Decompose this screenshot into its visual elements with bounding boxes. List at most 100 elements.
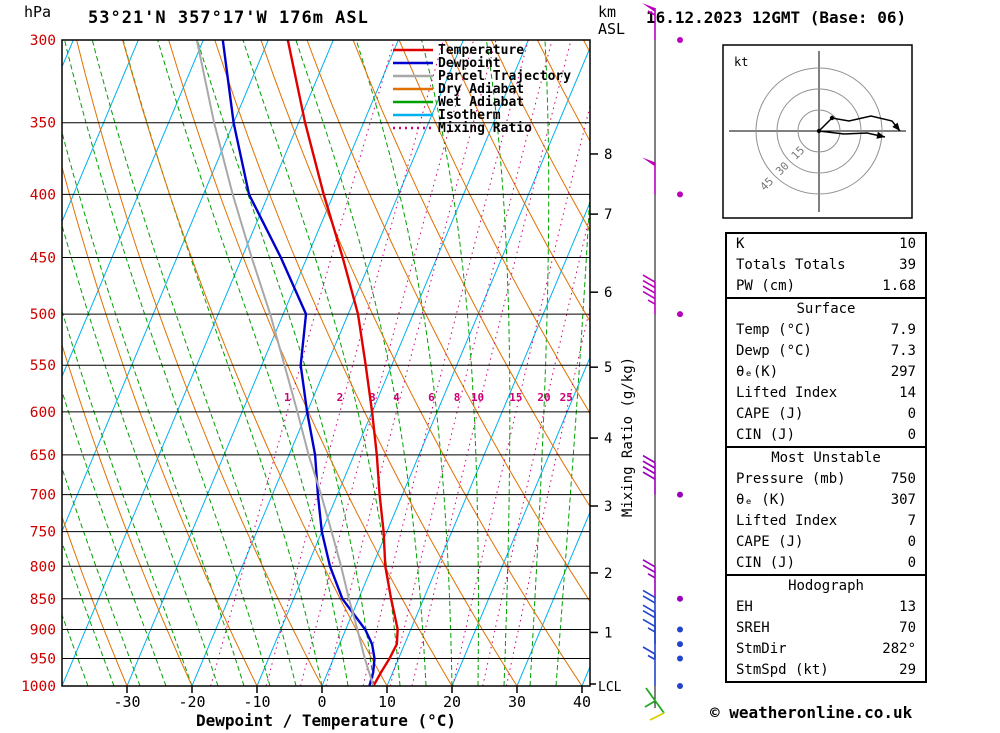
svg-text:10: 10 [471,391,484,404]
stat-label: Totals Totals [736,257,846,273]
stat-value: 70 [899,620,916,636]
plot-border [61,39,591,687]
stat-label: CAPE (J) [736,534,804,550]
stats-row: StmDir 282° [727,639,925,660]
svg-text:Wet Adiabat: Wet Adiabat [438,95,524,110]
svg-text:-30: -30 [113,693,140,711]
stat-label: CIN (J) [736,555,796,571]
stats-section-title: Hodograph [788,578,864,594]
sounding-curves [195,40,399,686]
stat-label: Temp (°C) [736,322,812,338]
stats-row: θₑ(K) 297 [727,362,925,383]
svg-text:20: 20 [443,693,461,711]
stats-panel: K 10 Totals Totals 39 PW (cm) 1.68 Surface Temp… [725,232,927,683]
mixing-axis-title: Mixing Ratio (g/kg) [620,357,636,517]
mixing-ratio-lines [210,40,590,686]
svg-text:4: 4 [604,431,612,447]
svg-text:850: 850 [30,592,56,608]
svg-text:8: 8 [454,391,461,404]
stat-label: SREH [736,620,770,636]
stat-label: Lifted Index [736,385,838,401]
curve-temperature [286,40,399,686]
stat-label: θₑ(K) [736,364,779,380]
isotherm-lines [62,40,590,686]
skewt-chart: 1 2 3 4 6 8 10 15 20 2530035040045050055060065070… [21,3,683,730]
stat-value: 0 [907,406,916,422]
stat-value: 39 [899,257,916,273]
stat-value: 750 [890,471,916,487]
svg-text:1: 1 [604,625,612,641]
stat-label: EH [736,599,753,615]
stat-label: Dewp (°C) [736,343,812,359]
datetime-label: 16.12.2023 12GMT (Base: 06) [646,8,907,27]
stat-value: 7 [907,513,916,529]
hodograph-trace [818,130,886,138]
svg-text:750: 750 [30,525,56,541]
svg-text:10: 10 [378,693,396,711]
stats-row: CAPE (J) 0 [727,404,925,425]
svg-text:350: 350 [30,116,56,132]
svg-text:Dewpoint: Dewpoint [438,56,501,71]
stat-label: Lifted Index [736,513,838,529]
stats-row: Lifted Index 7 [727,511,925,532]
stat-value: 0 [907,555,916,571]
stats-section: Hodograph EH 13 SREH 70 StmDir 282° StmSpd (kt)… [725,574,927,683]
stat-value: 29 [899,662,916,678]
stat-value: 10 [899,236,916,252]
stats-row: Totals Totals 39 [727,255,925,276]
stats-row: θₑ (K) 307 [727,490,925,511]
stats-section-title: Surface [796,301,856,317]
stat-value: 0 [907,534,916,550]
svg-text:450: 450 [30,251,56,267]
svg-text:3: 3 [369,391,376,404]
svg-text:400: 400 [30,187,56,203]
svg-text:-20: -20 [178,693,205,711]
stats-section-title: Most Unstable [771,450,881,466]
curve-dewpoint [221,40,376,686]
svg-text:700: 700 [30,488,56,504]
svg-text:650: 650 [30,448,56,464]
stats-section: Surface Temp (°C) 7.9 Dewp (°C) 7.3 θₑ(K) 297 L… [725,297,927,448]
svg-text:Isotherm: Isotherm [438,108,501,123]
svg-text:40: 40 [573,693,591,711]
svg-text:2: 2 [604,566,612,582]
stats-row: Lifted Index 14 [727,383,925,404]
stats-section: K 10 Totals Totals 39 PW (cm) 1.68 [725,232,927,299]
stats-row: Dewp (°C) 7.3 [727,341,925,362]
stat-value: 297 [890,364,916,380]
stat-label: StmDir [736,641,787,657]
svg-text:1000: 1000 [21,679,56,695]
stat-value: 14 [899,385,916,401]
stat-value: 13 [899,599,916,615]
svg-text:500: 500 [30,307,56,323]
svg-text:6: 6 [604,285,612,301]
stats-row: Pressure (mb) 750 [727,469,925,490]
surface-wind-barb [644,687,665,721]
stats-row: SREH 70 [727,618,925,639]
svg-text:6: 6 [428,391,435,404]
stats-row: Temp (°C) 7.9 [727,320,925,341]
svg-text:7: 7 [604,207,612,223]
svg-text:900: 900 [30,622,56,638]
stats-row: CIN (J) 0 [727,425,925,446]
stat-label: θₑ (K) [736,492,787,508]
stat-label: Pressure (mb) [736,471,846,487]
copyright: © weatheronline.co.uk [710,703,913,722]
svg-text:2: 2 [337,391,344,404]
dry-adiabat-lines [62,40,590,686]
stats-row: EH 13 [727,597,925,618]
wind-barb-column [642,3,683,708]
svg-text:25: 25 [560,391,573,404]
svg-text:300: 300 [30,33,56,49]
temp-axis: -30 -20 -10 0 10 20 30 40 Dewpoint / Temperature… [113,686,591,730]
stat-value: 7.3 [890,343,916,359]
svg-text:Mixing Ratio: Mixing Ratio [438,121,532,136]
stats-row: CAPE (J) 0 [727,532,925,553]
svg-text:600: 600 [30,405,56,421]
stat-label: K [736,236,745,252]
stat-label: CAPE (J) [736,406,804,422]
hodograph-unit-label: kt [734,55,748,69]
stats-row: PW (cm) 1.68 [727,276,925,297]
